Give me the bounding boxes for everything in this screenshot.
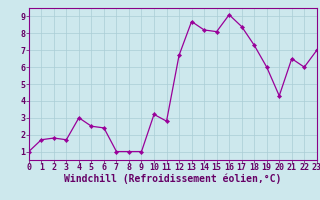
X-axis label: Windchill (Refroidissement éolien,°C): Windchill (Refroidissement éolien,°C) — [64, 174, 282, 184]
